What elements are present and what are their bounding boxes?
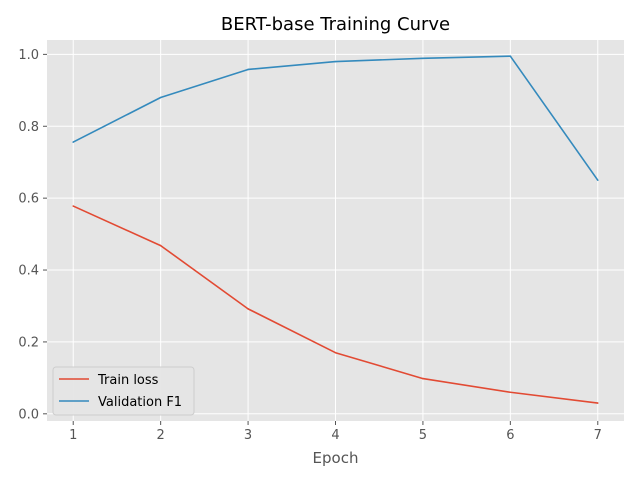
- data-point-validation-f1: [596, 179, 599, 181]
- data-point-validation-f1: [159, 96, 162, 99]
- x-axis-label: Epoch: [313, 449, 359, 467]
- y-tick-label: 0.6: [18, 192, 39, 207]
- y-tick-label: 0.0: [18, 407, 39, 422]
- y-tick-label: 0.8: [18, 120, 39, 135]
- data-point-validation-f1: [422, 57, 424, 60]
- chart-title: BERT-base Training Curve: [221, 14, 450, 35]
- legend-label-train-loss: Train loss: [97, 373, 159, 388]
- y-tick-label: 0.4: [18, 264, 39, 279]
- data-point-train-loss: [509, 391, 512, 394]
- y-tick-label: 1.0: [18, 48, 39, 63]
- x-tick-label: 2: [157, 428, 165, 443]
- data-point-train-loss: [159, 244, 162, 247]
- data-point-validation-f1: [247, 68, 249, 71]
- data-point-train-loss: [247, 308, 249, 310]
- axis-ticks: 1 2 3 4 5 6 7 0.0 0.2 0.4 0.6 0.8 1.0: [18, 48, 602, 443]
- x-tick-label: 7: [594, 428, 602, 443]
- y-tick-label: 0.2: [18, 335, 39, 350]
- x-tick-label: 6: [506, 428, 514, 443]
- legend-label-validation-f1: Validation F1: [98, 395, 182, 410]
- series-lines: [72, 55, 599, 404]
- data-point-train-loss: [422, 377, 424, 380]
- x-tick-label: 4: [331, 428, 339, 443]
- x-tick-label: 5: [419, 428, 427, 443]
- x-tick-label: 3: [244, 428, 252, 443]
- legend: Train loss Validation F1: [52, 366, 195, 416]
- x-tick-label: 1: [69, 428, 77, 443]
- data-point-validation-f1: [72, 141, 75, 143]
- data-point-train-loss: [596, 402, 599, 404]
- data-point-train-loss: [334, 351, 337, 354]
- data-point-validation-f1: [509, 55, 512, 57]
- data-point-train-loss: [72, 205, 75, 207]
- data-point-validation-f1: [334, 60, 337, 63]
